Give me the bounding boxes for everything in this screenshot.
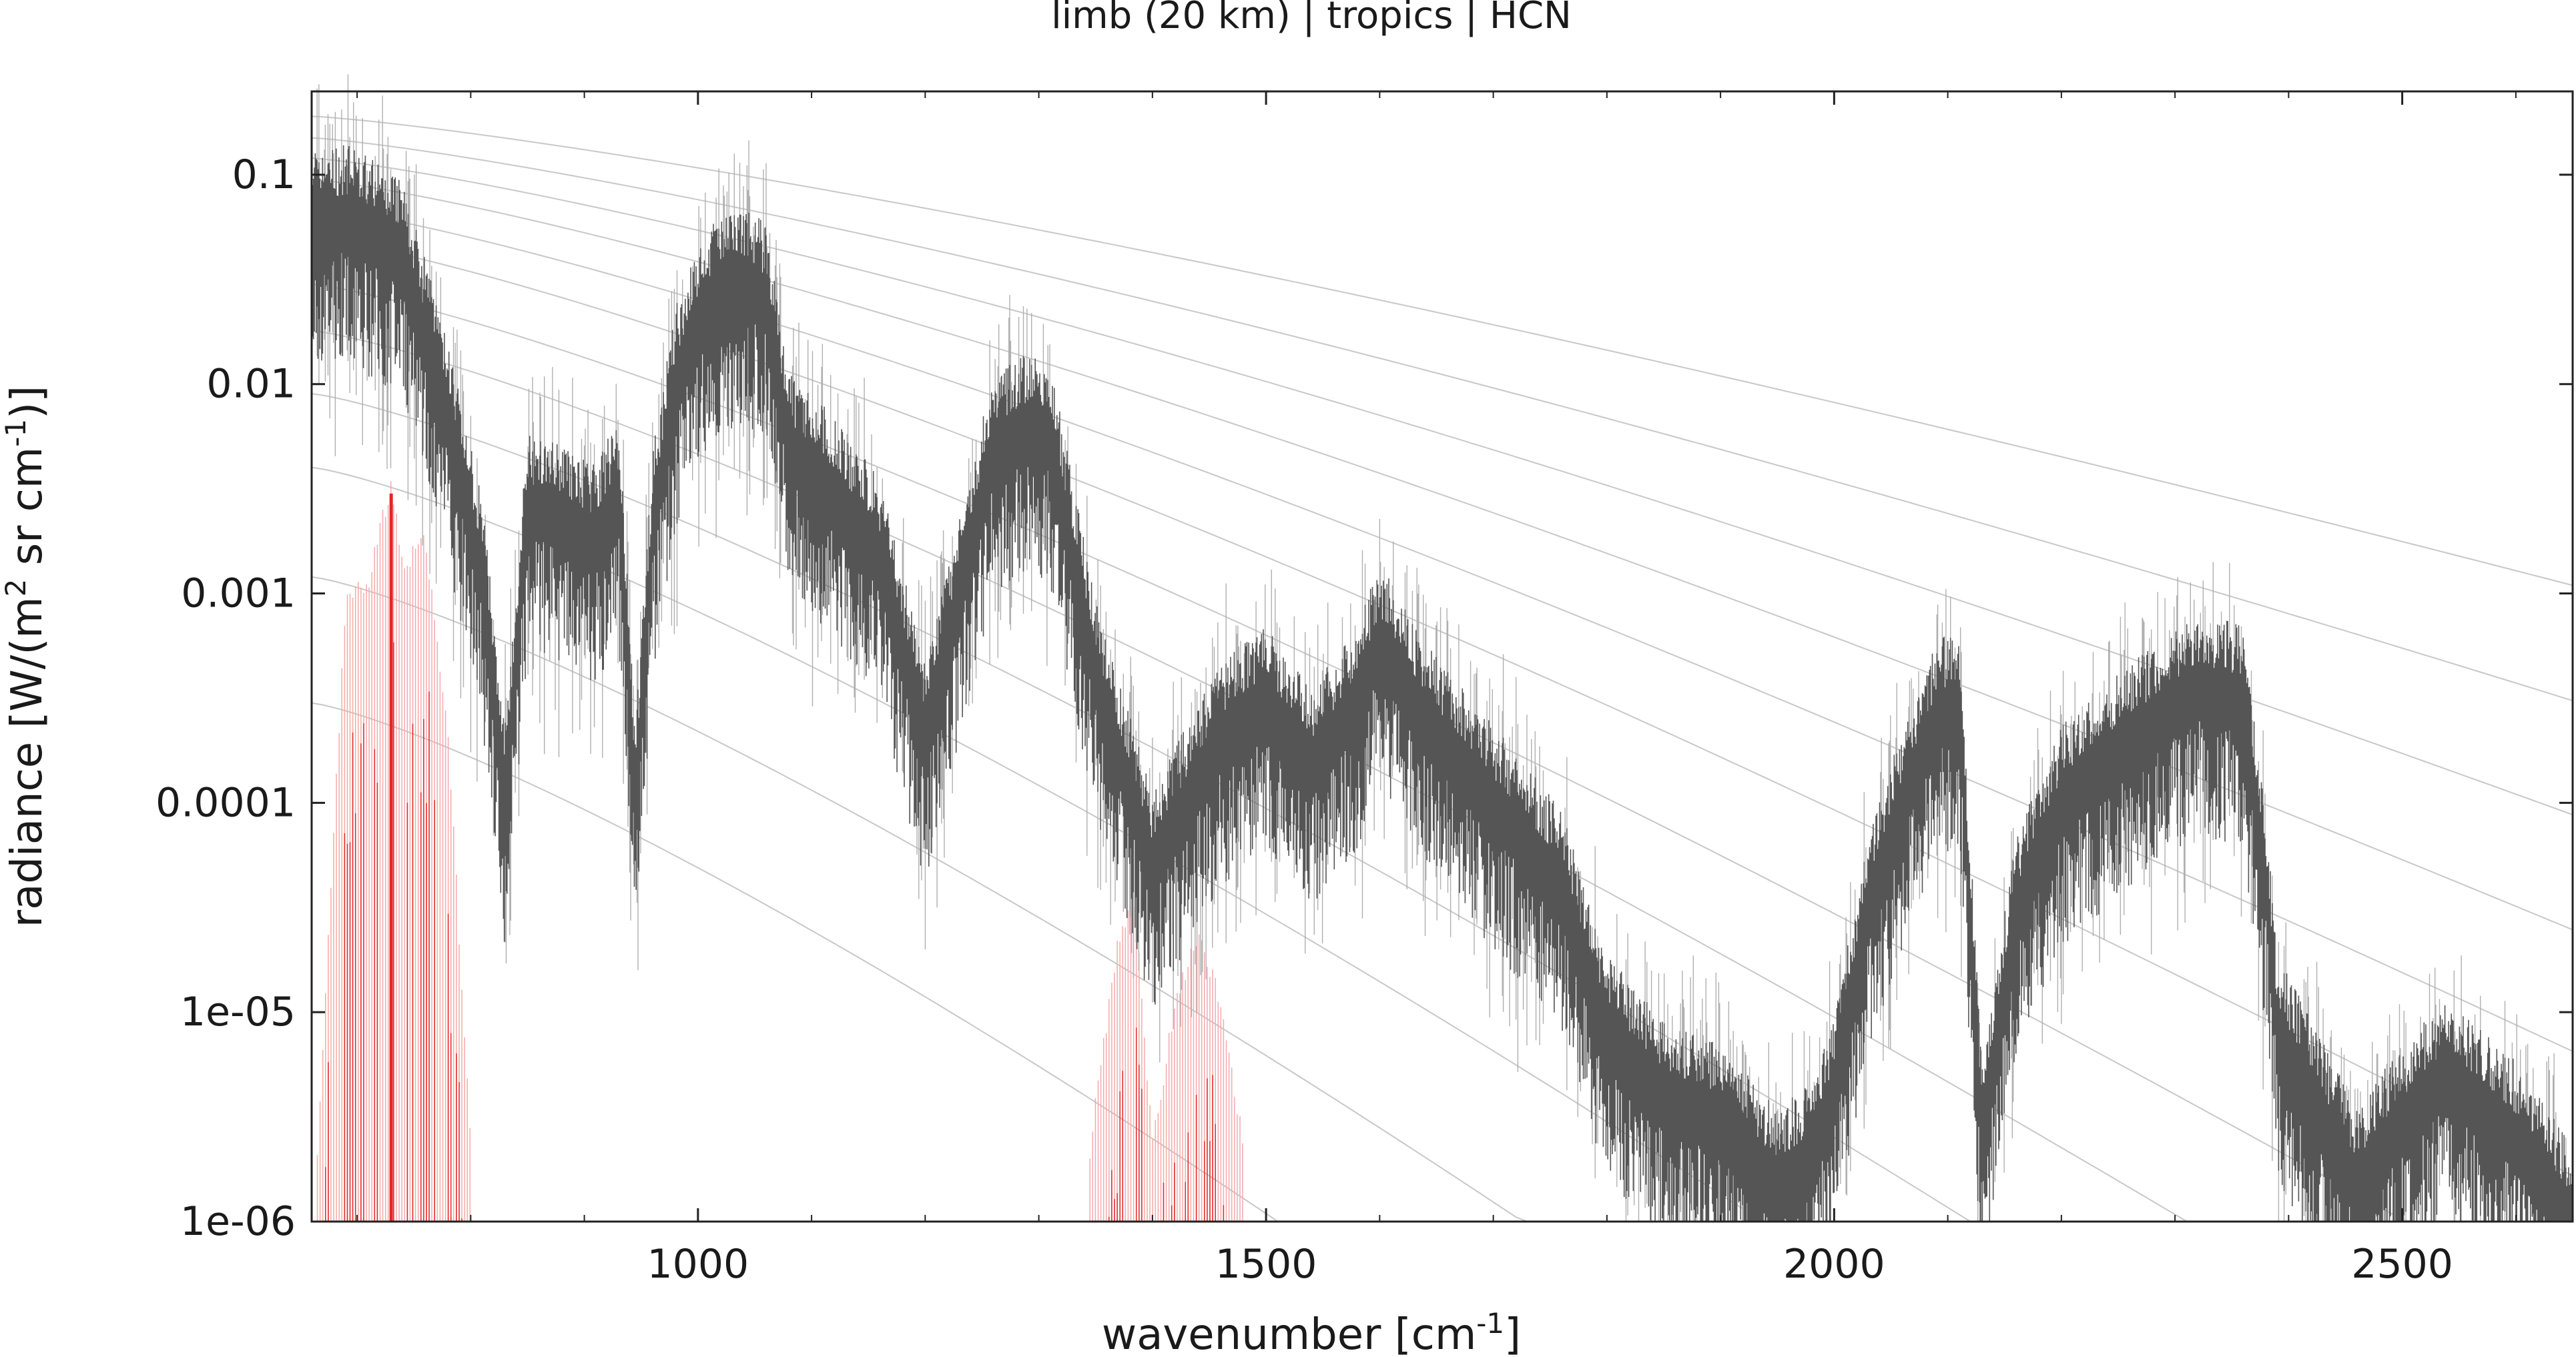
y-tick-label: 0.001 — [181, 570, 296, 617]
x-tick-label: 2500 — [2351, 1241, 2453, 1288]
x-axis: 1000 1500 2000 2500 — [356, 91, 2517, 1288]
y-tick-label: 0.01 — [206, 361, 296, 408]
hcn-emission-series — [316, 481, 1243, 1222]
x-tick-label: 1500 — [1215, 1241, 1317, 1288]
planck-curve — [311, 137, 2573, 702]
x-tick-label: 2000 — [1783, 1241, 1885, 1288]
plot-frame — [310, 90, 2574, 1223]
plot-area — [310, 74, 2574, 1223]
y-axis-label: radiance [W/(m2 sr cm-1)] — [0, 386, 52, 927]
x-axis-label: wavenumber [cm-1] — [1102, 1307, 1521, 1357]
y-tick-label: 1e-05 — [180, 989, 296, 1035]
planck-curve — [311, 115, 2573, 586]
hcn-band-2 — [1108, 1027, 1225, 1222]
x-tick-label: 1000 — [647, 1241, 749, 1288]
y-tick-label: 1e-06 — [180, 1198, 296, 1245]
y-axis: 1e-06 1e-05 0.0001 0.001 0.01 0.1 — [155, 151, 2573, 1245]
plot-frame-border — [310, 90, 2574, 1223]
chart-title: limb (20 km) | tropics | HCN — [1051, 0, 1572, 37]
y-tick-label: 0.1 — [232, 151, 296, 198]
y-tick-label: 0.0001 — [155, 779, 296, 826]
